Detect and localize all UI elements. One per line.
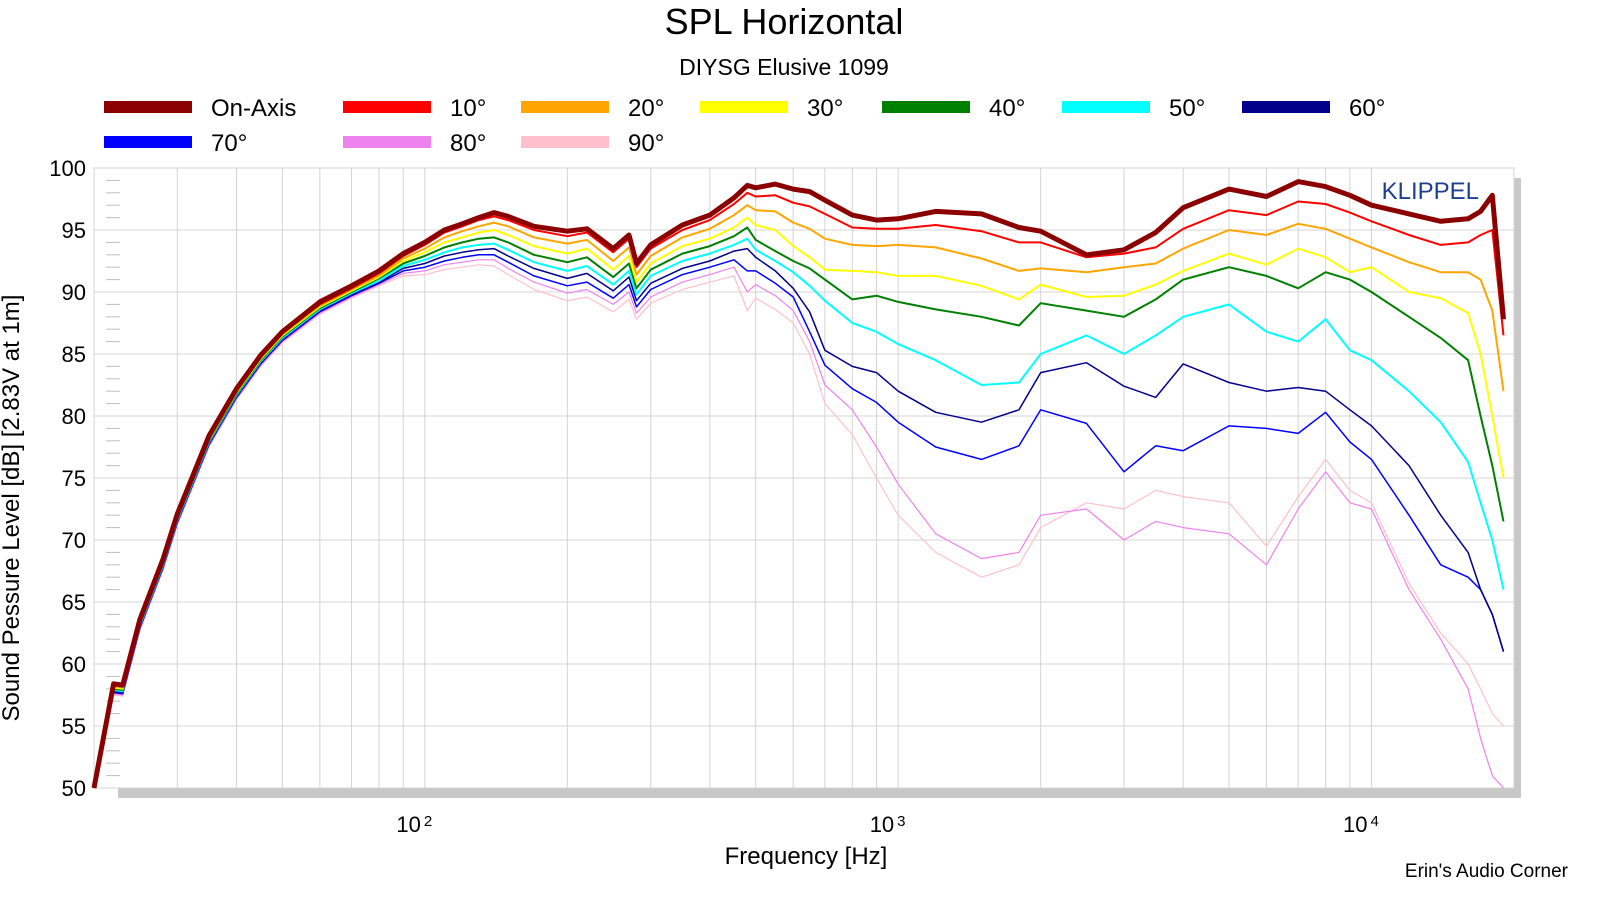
x-ticks: 10 2 10 3 10 4: [396, 812, 1378, 837]
legend-label: 50°: [1169, 95, 1205, 122]
legend-swatch: [343, 136, 431, 148]
series-line-90deg: [93, 264, 1504, 789]
chart-subtitle: DIYSG Elusive 1099: [679, 54, 889, 80]
series-line-80deg: [93, 259, 1504, 789]
x-tick-exponent: 3: [897, 813, 905, 830]
legend-label: 20°: [628, 95, 664, 122]
y-tick-label: 60: [62, 652, 86, 677]
legend-swatch: [521, 136, 609, 148]
series-line-50deg: [93, 237, 1505, 789]
y-tick-label: 50: [62, 776, 86, 801]
legend-swatch: [104, 101, 192, 113]
y-ticks: 100 95 90 85 80 75 70 65 60 55 50: [49, 156, 86, 801]
x-tick-label: 10: [1343, 812, 1367, 837]
credit-text: Erin's Audio Corner: [1405, 861, 1569, 882]
y-tick-label: 95: [62, 218, 86, 243]
y-tick-label: 55: [62, 714, 86, 739]
legend: On-Axis 10° 20° 30° 40° 50° 60° 70° 80° 90°: [104, 95, 1385, 157]
y-tick-label: 70: [62, 528, 86, 553]
chart-title: SPL Horizontal: [665, 1, 904, 42]
y-tick-label: 90: [62, 280, 86, 305]
legend-label: 40°: [989, 95, 1025, 122]
x-tick-label: 10: [396, 812, 420, 837]
y-tick-label: 75: [62, 466, 86, 491]
legend-swatch: [104, 136, 192, 148]
x-tick-exponent: 4: [1371, 813, 1379, 830]
series-group: [91, 179, 1506, 789]
y-axis-label: Sound Pessure Level [dB] [2.83V at 1m]: [0, 295, 25, 722]
x-tick-label: 10: [870, 812, 894, 837]
series-line-70deg: [93, 254, 1505, 789]
legend-swatch: [521, 101, 609, 113]
legend-label: 70°: [211, 130, 247, 157]
legend-label: 10°: [450, 95, 486, 122]
series-line-30deg: [93, 216, 1505, 789]
legend-swatch: [700, 101, 788, 113]
legend-swatch: [343, 101, 431, 113]
legend-label: 90°: [628, 130, 664, 157]
legend-swatch: [1062, 101, 1150, 113]
y-tick-label: 80: [62, 404, 86, 429]
x-tick-exponent: 2: [424, 813, 432, 830]
legend-swatch: [882, 101, 970, 113]
x-axis-label: Frequency [Hz]: [725, 843, 888, 870]
y-tick-label: 100: [49, 156, 86, 181]
series-line-on-axis: [91, 179, 1506, 789]
legend-label: 30°: [807, 95, 843, 122]
legend-label: 60°: [1349, 95, 1385, 122]
y-tick-label: 85: [62, 342, 86, 367]
legend-label: On-Axis: [211, 95, 296, 122]
watermark: KLIPPEL: [1382, 178, 1479, 205]
legend-label: 80°: [450, 130, 486, 157]
legend-swatch: [1242, 101, 1330, 113]
y-tick-label: 65: [62, 590, 86, 615]
